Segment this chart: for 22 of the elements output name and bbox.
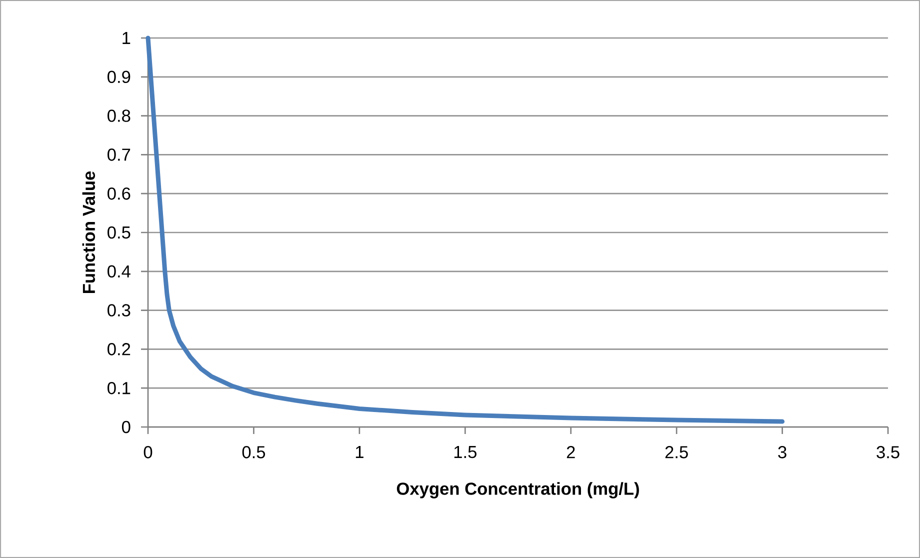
y-tick-label: 1 <box>122 32 130 44</box>
y-tick-label: 0.1 <box>108 382 130 394</box>
y-tick-label: 0.2 <box>108 343 130 356</box>
line-series <box>146 36 785 424</box>
x-axis-title: Oxygen Concentration (mg/L) <box>396 482 639 498</box>
x-tick-label: 2.5 <box>665 446 688 458</box>
x-tick-label: 0.5 <box>242 446 266 458</box>
x-tick-label: 0 <box>144 446 152 458</box>
x-tick-label: 3 <box>778 446 786 458</box>
x-tick-label: 1.5 <box>454 446 476 458</box>
x-tick-label: 1 <box>356 446 364 458</box>
y-tick-label: 0.6 <box>108 187 130 200</box>
x-tick-label: 2 <box>566 446 575 458</box>
y-tick-label: 0.5 <box>108 226 130 239</box>
y-tick-label: 0 <box>122 420 130 434</box>
x-tick-label: 3.5 <box>876 446 900 458</box>
y-tick-label: 0.9 <box>108 70 130 84</box>
y-tick-label: 0.4 <box>108 265 130 278</box>
y-tick-label: 0.8 <box>108 110 130 122</box>
y-tick-label: 0.3 <box>108 304 130 316</box>
y-axis-title: Function Value <box>82 171 96 293</box>
y-tick-label: 0.7 <box>108 148 130 161</box>
